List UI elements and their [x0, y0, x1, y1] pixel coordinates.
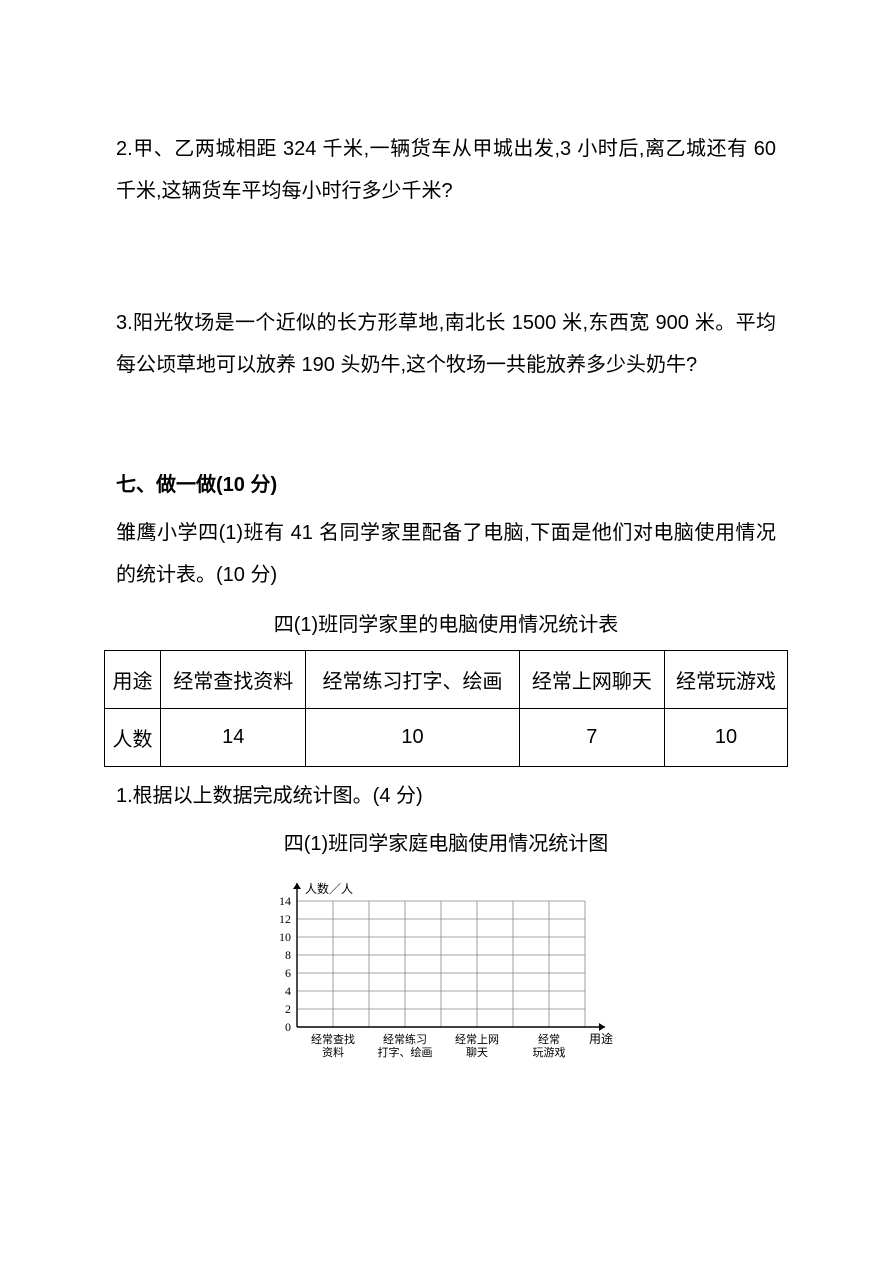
table-cell: 经常查找资料 — [161, 651, 306, 709]
table-cell: 用途 — [105, 651, 161, 709]
table-cell: 10 — [665, 709, 788, 767]
question-2: 2.甲、乙两城相距 324 千米,一辆货车从甲城出发,3 小时后,离乙城还有 6… — [116, 128, 776, 212]
table-cell: 人数 — [105, 709, 161, 767]
svg-text:经常查找: 经常查找 — [311, 1032, 355, 1046]
table-cell: 经常上网聊天 — [519, 651, 664, 709]
svg-text:14: 14 — [279, 894, 291, 908]
svg-text:经常练习: 经常练习 — [383, 1032, 427, 1046]
table-cell: 经常玩游戏 — [665, 651, 788, 709]
svg-text:经常: 经常 — [538, 1033, 560, 1046]
svg-text:人数／人: 人数／人 — [305, 881, 353, 896]
svg-text:4: 4 — [285, 984, 291, 998]
svg-text:8: 8 — [285, 948, 291, 962]
sub-question-1: 1.根据以上数据完成统计图。(4 分) — [116, 775, 776, 817]
table-cell: 10 — [306, 709, 519, 767]
svg-text:打字、绘画: 打字、绘画 — [378, 1045, 433, 1059]
section-7-title: 七、做一做(10 分) — [116, 464, 776, 506]
question-3: 3.阳光牧场是一个近似的长方形草地,南北长 1500 米,东西宽 900 米。平… — [116, 302, 776, 386]
svg-text:用途: 用途 — [589, 1031, 613, 1046]
svg-text:6: 6 — [285, 966, 291, 980]
svg-text:2: 2 — [285, 1002, 291, 1016]
table-cell: 7 — [519, 709, 664, 767]
chart-container: 0 2 4 6 8 10 12 14 人数／人用途 经常查找资料 经常练习打字、绘画 经常上网聊天 经常… — [116, 867, 776, 1073]
bar-chart-grid: 0 2 4 6 8 10 12 14 人数／人用途 经常查找资料 经常练习打字、绘画 经常上网聊天 经常… — [251, 867, 641, 1073]
svg-text:12: 12 — [279, 912, 291, 926]
svg-text:经常上网: 经常上网 — [455, 1033, 499, 1046]
table-row: 用途 经常查找资料 经常练习打字、绘画 经常上网聊天 经常玩游戏 — [105, 651, 788, 709]
chart-title: 四(1)班同学家庭电脑使用情况统计图 — [116, 823, 776, 865]
table-title: 四(1)班同学家里的电脑使用情况统计表 — [116, 604, 776, 646]
section-7-intro: 雏鹰小学四(1)班有 41 名同学家里配备了电脑,下面是他们对电脑使用情况的统计… — [116, 512, 776, 596]
table-cell: 14 — [161, 709, 306, 767]
svg-text:资料: 资料 — [322, 1045, 344, 1059]
svg-text:0: 0 — [285, 1020, 291, 1034]
svg-text:10: 10 — [279, 930, 291, 944]
usage-table: 用途 经常查找资料 经常练习打字、绘画 经常上网聊天 经常玩游戏 人数 14 1… — [104, 650, 788, 767]
svg-text:聊天: 聊天 — [466, 1045, 488, 1059]
table-cell: 经常练习打字、绘画 — [306, 651, 519, 709]
svg-text:玩游戏: 玩游戏 — [533, 1046, 566, 1059]
table-row: 人数 14 10 7 10 — [105, 709, 788, 767]
